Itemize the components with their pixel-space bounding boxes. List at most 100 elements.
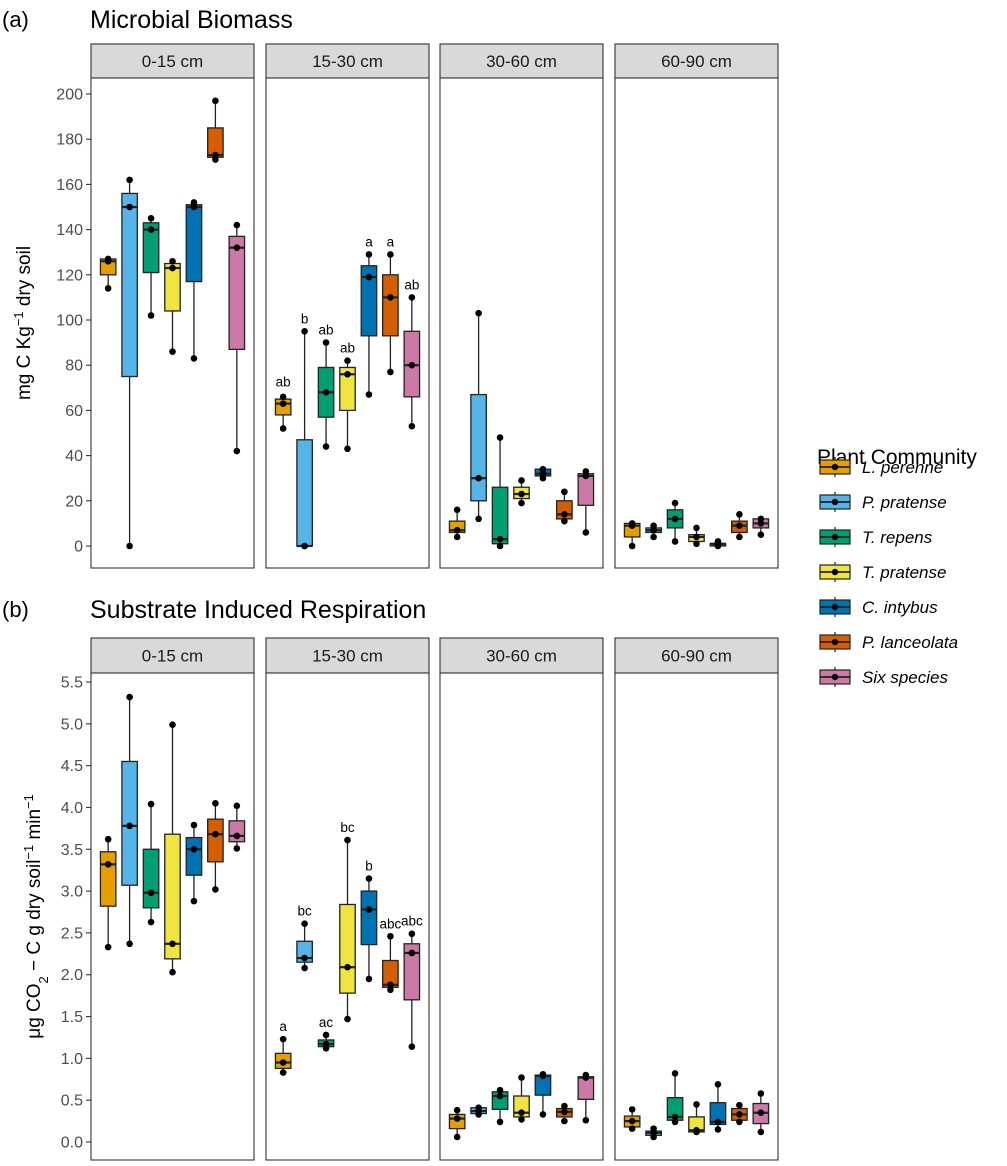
legend-key-point [831, 463, 839, 471]
y-tick-label: 80 [65, 358, 83, 375]
box-t-repens: ab [317, 323, 335, 450]
facet-panel [614, 672, 779, 1161]
significance-label: abc [380, 916, 402, 931]
significance-label: b [365, 859, 373, 874]
y-tick-label: 120 [56, 267, 83, 284]
data-point [408, 930, 416, 938]
box-t-repens [491, 434, 509, 550]
data-point [365, 906, 373, 913]
significance-label: ab [404, 277, 419, 292]
data-point [190, 845, 198, 853]
box-t-pratense [513, 477, 530, 507]
data-point [496, 542, 504, 550]
box-p-lanceolata [556, 1102, 573, 1125]
data-point [757, 1128, 765, 1136]
box-iqr [121, 192, 138, 378]
data-point [190, 897, 198, 905]
data-point [693, 1126, 700, 1134]
data-point [693, 540, 700, 548]
data-point [496, 1118, 504, 1126]
significance-label: bc [297, 904, 312, 919]
legend-item: P. lanceolata [819, 632, 958, 652]
data-point [496, 434, 504, 441]
y-tick-label: 1.5 [61, 1009, 83, 1026]
y-tick-label: 140 [56, 222, 83, 239]
significance-label: ab [319, 323, 334, 338]
box-c-intybus: a [360, 234, 378, 398]
data-point [671, 515, 679, 523]
legend-item: P. pratense [819, 492, 947, 512]
box-p-lanceolata: abc [380, 916, 402, 994]
box-iqr [470, 393, 487, 502]
significance-label: ac [319, 1015, 334, 1030]
legend-label: C. intybus [862, 598, 938, 617]
data-point [757, 515, 765, 523]
data-point [561, 1102, 568, 1110]
legend-label: T. pratense [862, 563, 946, 582]
box-p-lanceolata: a [382, 234, 399, 376]
data-point [757, 1109, 765, 1117]
facet-panel [614, 77, 779, 569]
y-tick-label: 4.5 [61, 758, 83, 775]
box-c-intybus [709, 538, 727, 550]
data-point [322, 1031, 330, 1039]
data-point [126, 176, 133, 184]
data-point [169, 721, 176, 728]
data-point [169, 257, 176, 265]
legend-key-point [831, 603, 839, 611]
data-point [104, 835, 112, 843]
data-point [147, 226, 155, 233]
data-point [408, 949, 416, 957]
data-point [453, 526, 461, 534]
box-t-repens [666, 499, 684, 545]
facet-strip-label: 30-60 cm [486, 647, 557, 666]
facet-0-15cm: 0-15 cm [90, 43, 255, 569]
data-point [408, 1043, 416, 1050]
y-tick-label: 40 [65, 448, 83, 465]
data-point [475, 515, 482, 523]
box-iqr [142, 848, 160, 909]
data-point [233, 832, 241, 840]
data-point [104, 255, 112, 263]
legend-label: L. perenne [862, 458, 943, 477]
data-point [279, 425, 287, 432]
box-t-repens [666, 1070, 684, 1126]
data-point [322, 339, 330, 346]
legend-key-point [831, 498, 839, 506]
y-tick-label: 20 [65, 493, 83, 510]
data-point [518, 490, 525, 498]
data-point [212, 151, 219, 159]
box-p-pratense [121, 693, 138, 948]
facet-strip-label: 15-30 cm [312, 52, 383, 71]
data-point [671, 1118, 679, 1126]
box-iqr [339, 903, 356, 994]
box-iqr [360, 890, 378, 946]
legend-item: C. intybus [819, 597, 938, 617]
data-point [344, 1015, 351, 1023]
significance-label: a [279, 1019, 287, 1034]
data-point [714, 1080, 722, 1088]
data-point [539, 1070, 547, 1078]
data-point [104, 285, 112, 292]
data-point [408, 361, 416, 369]
data-point [736, 1111, 743, 1118]
facet-strip-label: 15-30 cm [312, 647, 383, 666]
box-t-pratense [513, 1074, 530, 1123]
data-point [518, 499, 525, 507]
data-point [539, 1111, 547, 1118]
box-p-lanceolata [731, 511, 748, 541]
facet-strip [90, 43, 255, 79]
data-point [736, 522, 743, 529]
y-tick-label: 3.0 [61, 884, 83, 901]
box-l-perenne [623, 520, 641, 550]
legend-item: L. perenne [819, 457, 943, 477]
facet-30-60cm: 30-60 cm [439, 43, 604, 569]
data-point [693, 533, 700, 541]
data-point [496, 1086, 504, 1094]
facet-strip-label: 60-90 cm [661, 647, 732, 666]
data-point [212, 97, 219, 105]
significance-label: ab [276, 375, 291, 390]
y-tick-label: 2.5 [61, 925, 83, 942]
data-point [147, 215, 155, 222]
